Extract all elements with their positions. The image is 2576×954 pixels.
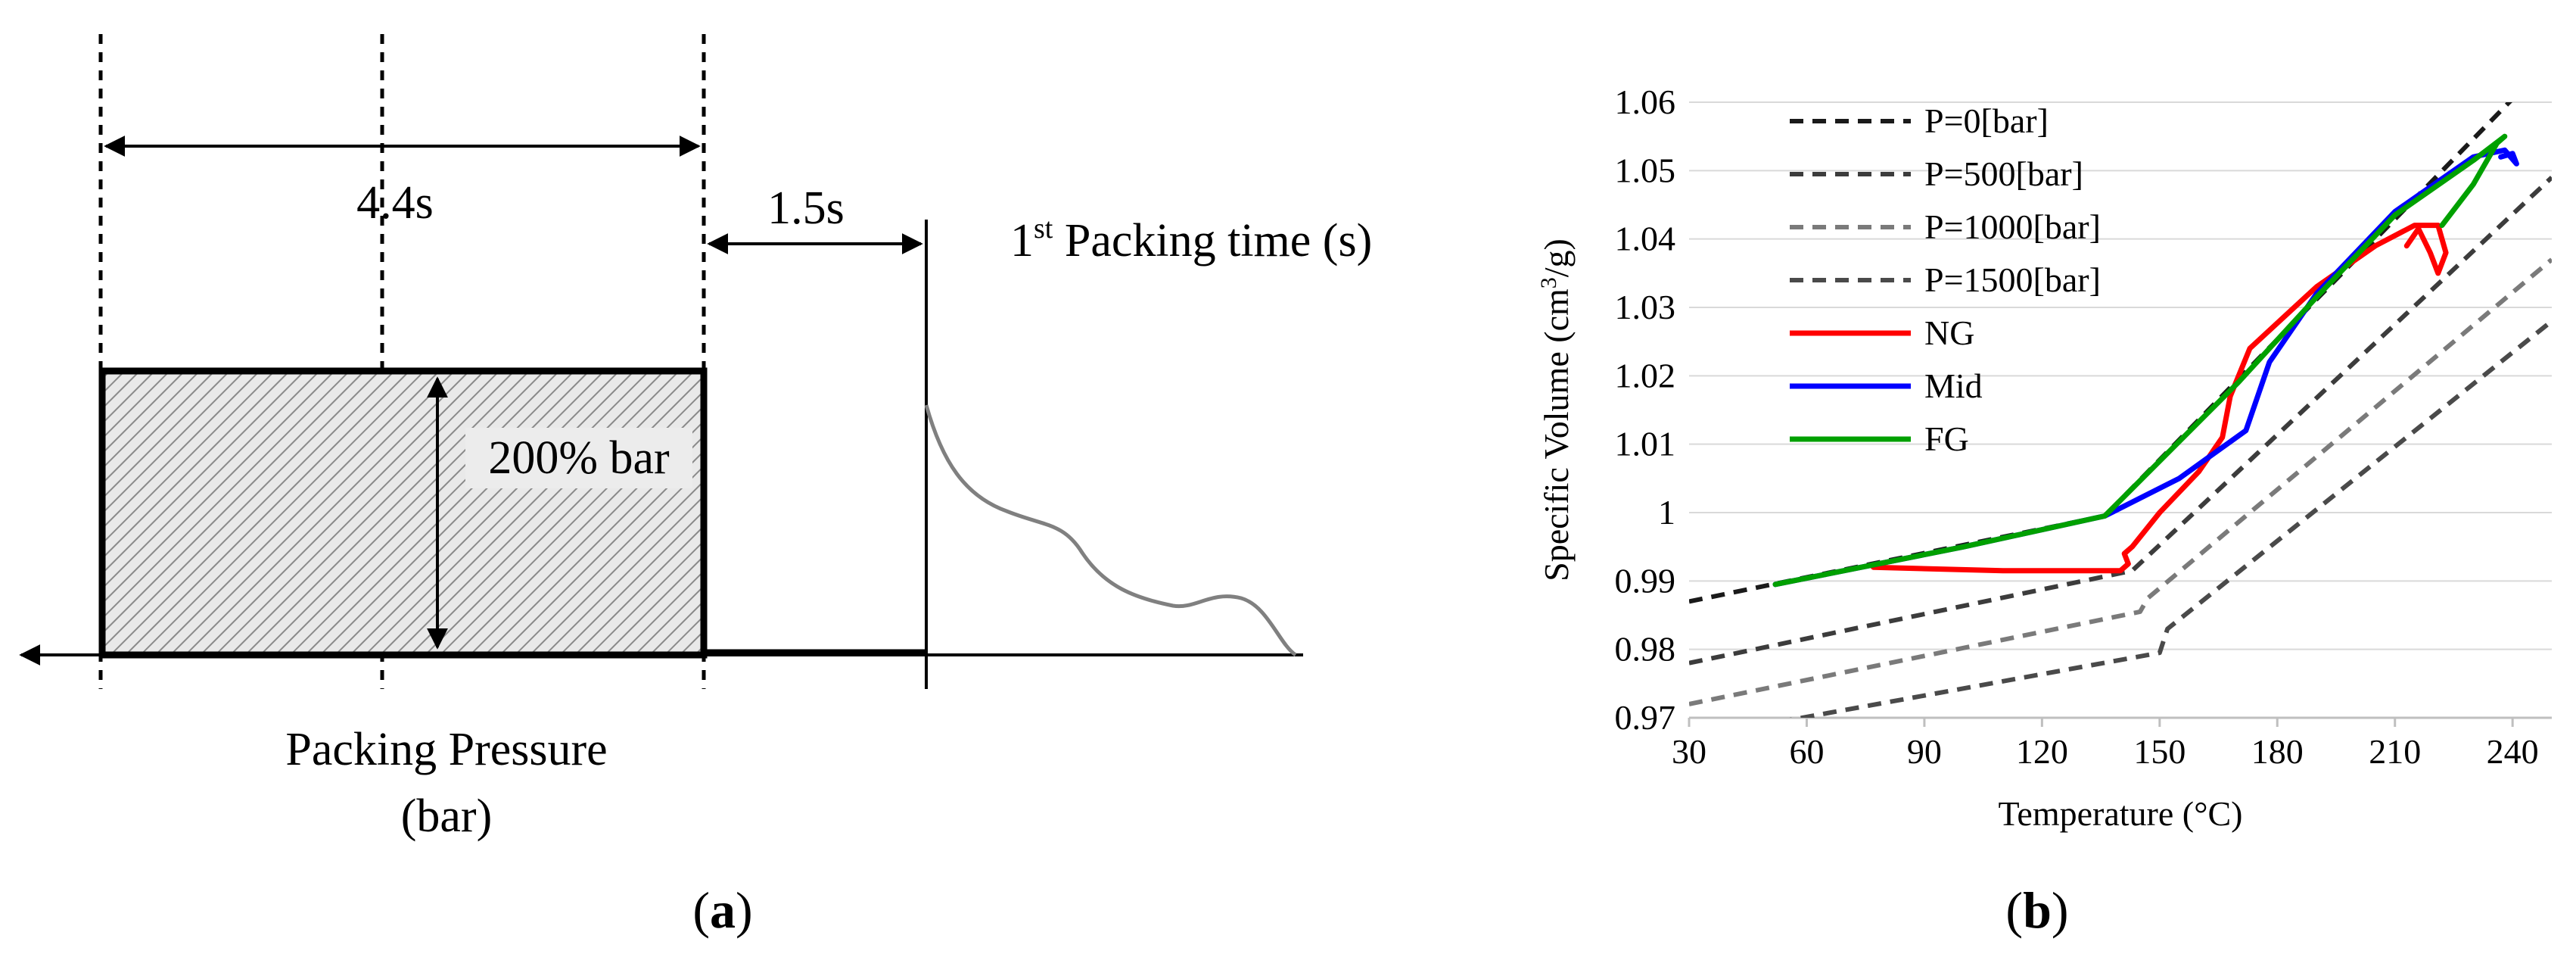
y-tick-label: 1.01 (1615, 425, 1676, 463)
packing-time-superscript: st (1034, 213, 1053, 245)
y-tick-label: 1.05 (1615, 151, 1676, 189)
pressure-label-backdrop (465, 428, 692, 488)
series-line-p-500-bar (1689, 176, 2552, 666)
y-tick-label: 0.99 (1615, 561, 1676, 600)
series-line-fg (1772, 133, 2508, 588)
legend-label: P=1500[bar] (1924, 260, 2101, 299)
panel-b-caption-letter: b (2023, 881, 2052, 939)
y-tick-label: 1.04 (1615, 220, 1676, 258)
y-axis-label-tail: /g) (1537, 238, 1576, 277)
x-axis-label: Temperature (°C) (1999, 794, 2243, 833)
y-tick-label: 1.02 (1615, 356, 1676, 394)
x-tick-label: 150 (2133, 732, 2186, 771)
legend-label: P=1000[bar] (1924, 207, 2101, 246)
legend-label: P=500[bar] (1924, 154, 2083, 193)
packing-time-label: 1st Packing time (s) (1010, 213, 1372, 267)
duration-second-label: 1.5s (767, 182, 845, 234)
pressure-decay-curve (924, 404, 1297, 657)
packing-time-text: Packing time (s) (1053, 215, 1372, 267)
y-axis-label-main: Specific Volume (cm (1537, 288, 1576, 581)
packing-time-number: 1 (1010, 215, 1034, 267)
legend-label: NG (1924, 313, 1974, 352)
panel-a: 4.4s 1.5s 1st Packing time (s) 200% bar … (19, 34, 1372, 939)
series-line-mid (1772, 147, 2519, 588)
pressure-axis-label-line2: (bar) (401, 790, 492, 842)
series-line-ng (1871, 223, 2449, 574)
x-tick-label: 240 (2487, 732, 2539, 771)
legend: P=0[bar] P=500[bar] P=1000[bar] P=1500[bar]… (1790, 101, 2101, 458)
panel-b-chart: 0.97 0.98 0.99 1 1.01 1.02 1.03 1.04 1.05 1.06 30 6… (1536, 83, 2552, 939)
y-tick-label: 0.98 (1615, 630, 1676, 669)
axes (1688, 716, 2552, 727)
duration-first-label: 4.4s (356, 177, 434, 229)
x-tick-label: 120 (2016, 732, 2068, 771)
panel-b-caption: (b) (2005, 881, 2068, 939)
series-lines (1689, 102, 2552, 718)
y-tick-label: 1.06 (1615, 83, 1676, 121)
y-axis-label: Specific Volume (cm3/g) (1536, 238, 1576, 581)
legend-label: FG (1924, 419, 1969, 458)
legend-label: P=0[bar] (1924, 101, 2049, 140)
y-tick-label: 0.97 (1615, 698, 1676, 737)
y-tick-label: 1.03 (1615, 288, 1676, 326)
x-tick-label: 30 (1672, 732, 1706, 771)
tick-labels: 0.97 0.98 0.99 1 1.01 1.02 1.03 1.04 1.05 1.06 30 6… (1615, 83, 2539, 771)
x-tick-label: 60 (1789, 732, 1824, 771)
x-tick-label: 180 (2251, 732, 2304, 771)
pressure-axis-label-line1: Packing Pressure (285, 724, 607, 775)
series-line-p-1500-bar (1789, 319, 2552, 718)
packing-pressure-box (98, 367, 708, 659)
pressure-value-label: 200% bar (488, 432, 670, 484)
legend-label: Mid (1924, 366, 1983, 405)
y-axis-label-superscript: 3 (1536, 277, 1561, 288)
series-line-p-1000-bar (1689, 257, 2552, 706)
x-tick-label: 90 (1907, 732, 1942, 771)
y-tick-label: 1 (1658, 493, 1675, 532)
panel-a-caption-letter: a (710, 881, 736, 939)
x-tick-label: 210 (2369, 732, 2421, 771)
panel-a-caption: (a) (692, 881, 752, 939)
